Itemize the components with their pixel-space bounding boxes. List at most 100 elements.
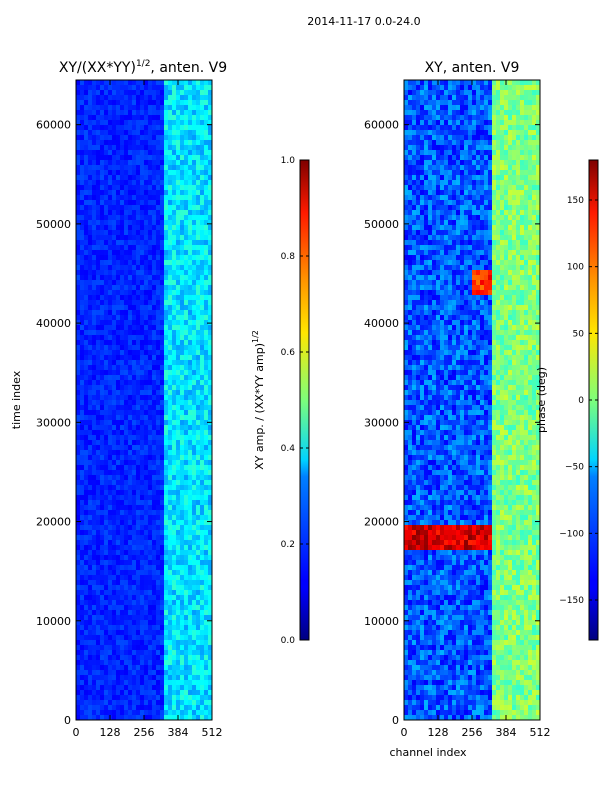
- heatmap-cell: [188, 120, 193, 126]
- heatmap-cell: [156, 200, 161, 206]
- heatmap-cell: [208, 285, 212, 291]
- heatmap-cell: [88, 590, 93, 596]
- heatmap-cell: [144, 635, 149, 641]
- heatmap-cell: [76, 190, 81, 196]
- heatmap-cell: [88, 630, 93, 636]
- heatmap-cell: [436, 115, 441, 121]
- heatmap-cell: [124, 225, 129, 231]
- heatmap-cell: [120, 110, 125, 116]
- heatmap-cell: [100, 165, 105, 171]
- heatmap-cell: [200, 330, 205, 336]
- heatmap-cell: [208, 425, 212, 431]
- heatmap-cell: [124, 695, 129, 701]
- heatmap-cell: [172, 500, 177, 506]
- heatmap-cell: [120, 135, 125, 141]
- heatmap-cell: [112, 615, 117, 621]
- heatmap-cell: [164, 615, 169, 621]
- heatmap-cell: [120, 255, 125, 261]
- heatmap-cell: [416, 140, 421, 146]
- heatmap-cell: [76, 150, 81, 156]
- heatmap-cell: [96, 430, 101, 436]
- heatmap-cell: [440, 130, 445, 136]
- heatmap-cell: [168, 175, 173, 181]
- heatmap-cell: [204, 200, 209, 206]
- heatmap-cell: [84, 580, 89, 586]
- heatmap-cell: [480, 145, 485, 151]
- heatmap-cell: [208, 145, 212, 151]
- heatmap-cell: [172, 290, 177, 296]
- heatmap-cell: [200, 665, 205, 671]
- heatmap-cell: [84, 630, 89, 636]
- heatmap-cell: [196, 235, 201, 241]
- heatmap-cell: [108, 165, 113, 171]
- heatmap-cell: [152, 300, 157, 306]
- heatmap-cell: [192, 310, 197, 316]
- heatmap-cell: [192, 670, 197, 676]
- heatmap-cell: [80, 345, 85, 351]
- heatmap-cell: [120, 260, 125, 266]
- heatmap-cell: [188, 145, 193, 151]
- heatmap-cell: [148, 160, 153, 166]
- heatmap-cell: [176, 500, 181, 506]
- heatmap-cell: [148, 225, 153, 231]
- heatmap-cell: [96, 220, 101, 226]
- heatmap-cell: [80, 475, 85, 481]
- heatmap-cell: [92, 160, 97, 166]
- heatmap-cell: [192, 150, 197, 156]
- heatmap-cell: [156, 355, 161, 361]
- heatmap-cell: [104, 555, 109, 561]
- heatmap-cell: [100, 180, 105, 186]
- heatmap-cell: [136, 450, 141, 456]
- heatmap-cell: [196, 410, 201, 416]
- heatmap-cell: [76, 425, 81, 431]
- heatmap-cell: [148, 155, 153, 161]
- heatmap-cell: [96, 405, 101, 411]
- heatmap-cell: [144, 675, 149, 681]
- heatmap-cell: [104, 505, 109, 511]
- heatmap-cell: [96, 480, 101, 486]
- heatmap-cell: [164, 670, 169, 676]
- heatmap-cell: [184, 490, 189, 496]
- heatmap-cell: [156, 195, 161, 201]
- heatmap-cell: [172, 425, 177, 431]
- heatmap-cell: [176, 460, 181, 466]
- heatmap-cell: [192, 235, 197, 241]
- heatmap-cell: [176, 690, 181, 696]
- heatmap-cell: [136, 580, 141, 586]
- heatmap-cell: [160, 595, 165, 601]
- heatmap-cell: [140, 310, 145, 316]
- heatmap-cell: [124, 210, 129, 216]
- heatmap-cell: [136, 135, 141, 141]
- heatmap-cell: [188, 280, 193, 286]
- heatmap-cell: [184, 180, 189, 186]
- heatmap-cell: [456, 150, 461, 156]
- heatmap-cell: [168, 585, 173, 591]
- heatmap-cell: [160, 535, 165, 541]
- heatmap-cell: [468, 130, 473, 136]
- heatmap-cell: [88, 665, 93, 671]
- heatmap-cell: [132, 675, 137, 681]
- heatmap-cell: [188, 330, 193, 336]
- heatmap-cell: [112, 205, 117, 211]
- heatmap-cell: [116, 665, 121, 671]
- heatmap-cell: [88, 445, 93, 451]
- heatmap-cell: [156, 660, 161, 666]
- heatmap-cell: [168, 540, 173, 546]
- heatmap-cell: [136, 560, 141, 566]
- heatmap-cell: [128, 580, 133, 586]
- heatmap-cell: [160, 390, 165, 396]
- heatmap-cell: [156, 230, 161, 236]
- heatmap-cell: [128, 275, 133, 281]
- heatmap-cell: [88, 400, 93, 406]
- heatmap-cell: [476, 140, 481, 146]
- heatmap-cell: [200, 690, 205, 696]
- heatmap-cell: [124, 95, 129, 101]
- heatmap-cell: [512, 130, 517, 136]
- heatmap-cell: [124, 705, 129, 711]
- heatmap-cell: [188, 685, 193, 691]
- heatmap-cell: [184, 355, 189, 361]
- heatmap-cell: [176, 155, 181, 161]
- heatmap-cell: [92, 115, 97, 121]
- heatmap-cell: [184, 155, 189, 161]
- heatmap-cell: [124, 645, 129, 651]
